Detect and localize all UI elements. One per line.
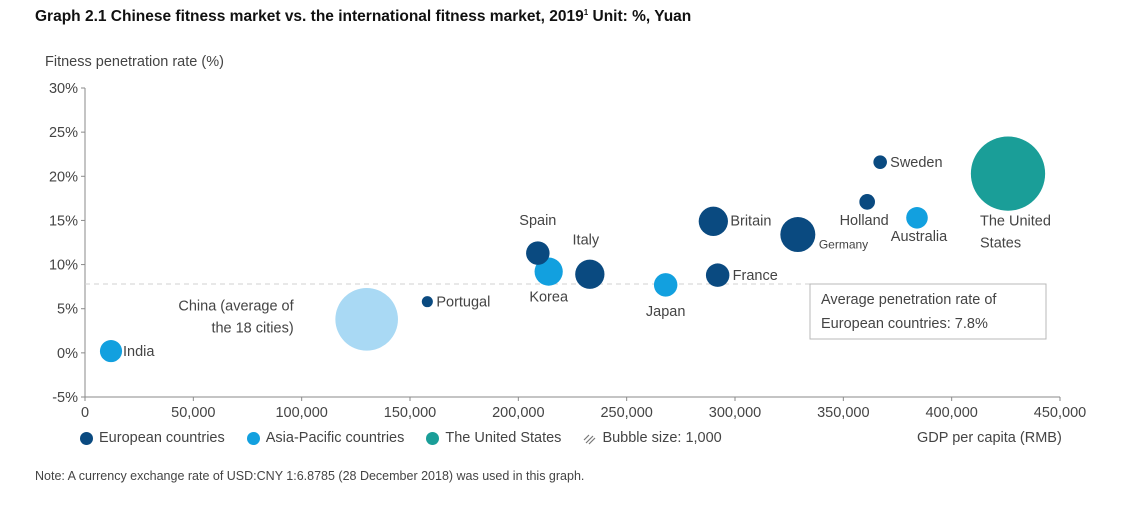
x-tick-label: 50,000 bbox=[171, 405, 215, 421]
bubble-japan bbox=[653, 273, 678, 297]
x-tick-label: 250,000 bbox=[600, 405, 652, 421]
footnote: Note: A currency exchange rate of USD:CN… bbox=[35, 469, 585, 483]
y-axis-label: Fitness penetration rate (%) bbox=[45, 54, 224, 70]
x-tick-label: 0 bbox=[81, 405, 89, 421]
bubble-labels: India China (average of the 18 cities) Port… bbox=[123, 155, 1051, 360]
chart-title: Graph 2.1 Chinese fitness market vs. the… bbox=[35, 8, 691, 26]
bubble-australia bbox=[906, 206, 928, 229]
legend-item-european: European countries bbox=[80, 430, 225, 446]
bubble-label: France bbox=[733, 268, 778, 284]
bubble-label: Japan bbox=[646, 304, 686, 320]
bubble-the-united bbox=[970, 136, 1046, 211]
annotation-line-2: European countries: 7.8% bbox=[821, 316, 988, 332]
legend-swatch-european bbox=[80, 431, 93, 445]
x-tick-label: 200,000 bbox=[492, 405, 544, 421]
bubble-label: Portugal bbox=[436, 295, 490, 311]
bubble-india bbox=[99, 340, 123, 363]
bubble-label: Australia bbox=[891, 229, 948, 245]
x-tick-label: 100,000 bbox=[275, 405, 327, 421]
x-tick-label: 150,000 bbox=[384, 405, 436, 421]
y-tick-label: 20% bbox=[49, 169, 78, 185]
annotation-line-1: Average penetration rate of bbox=[821, 292, 997, 308]
bubble-label: Sweden bbox=[890, 155, 942, 171]
bubble-holland bbox=[859, 194, 875, 210]
legend-label-bubble-size: Bubble size: 1,000 bbox=[602, 430, 722, 446]
bubble-label: Britain bbox=[730, 213, 771, 229]
y-tick-label: 5% bbox=[57, 302, 78, 318]
x-axis-label: GDP per capita (RMB) bbox=[917, 430, 1062, 446]
x-tick-label: 450,000 bbox=[1034, 405, 1086, 421]
legend-label-asia-pacific: Asia-Pacific countries bbox=[265, 430, 405, 446]
y-tick-label: 10% bbox=[49, 258, 78, 274]
legend-swatch-asia-pacific bbox=[246, 431, 260, 445]
bubble-label: The United bbox=[980, 214, 1051, 230]
y-tick-label: 30% bbox=[49, 81, 78, 97]
bubble-label: the 18 cities) bbox=[211, 320, 293, 336]
y-tick-label: 25% bbox=[49, 125, 78, 141]
bubble-sweden bbox=[873, 155, 887, 169]
bubble-label: India bbox=[123, 344, 155, 360]
bubble-label: States bbox=[980, 236, 1021, 252]
bubble-britain bbox=[698, 206, 728, 236]
bubbles bbox=[99, 136, 1046, 363]
bubble-korea bbox=[534, 257, 563, 286]
chart-title-footnote-mark: 1 bbox=[583, 8, 589, 17]
y-tick-label: 0% bbox=[57, 346, 78, 362]
legend-swatch-united-states bbox=[426, 431, 440, 445]
legend-item-united-states: The United States bbox=[426, 430, 561, 446]
x-tick-label: 350,000 bbox=[817, 405, 869, 421]
bubble-label: China (average of bbox=[178, 298, 294, 314]
axes: -5% 0% 5% 10% 15% 20% 25% 30% 0 50,000 100,000 150,… bbox=[49, 81, 1086, 421]
x-tick-label: 300,000 bbox=[709, 405, 761, 421]
bubble-label: Spain bbox=[519, 213, 556, 229]
bubble-germany bbox=[780, 217, 816, 253]
y-tick-label: -5% bbox=[52, 390, 78, 406]
hatch-icon bbox=[584, 434, 596, 444]
bubble-france bbox=[705, 263, 730, 287]
legend-item-bubble-size: Bubble size: 1,000 bbox=[583, 430, 722, 446]
annotation-box: Average penetration rate of European cou… bbox=[809, 283, 1047, 340]
legend-item-asia-pacific: Asia-Pacific countries bbox=[246, 430, 405, 446]
bubble-label: Germany bbox=[819, 238, 868, 252]
legend: European countries Asia-Pacific countrie… bbox=[80, 430, 744, 446]
bubble-spain bbox=[526, 241, 550, 265]
bubble-china-average-of bbox=[335, 288, 398, 351]
chart-title-unit: Unit: %, Yuan bbox=[588, 8, 692, 26]
bubble-label: Holland bbox=[840, 213, 889, 229]
bubble-italy bbox=[575, 259, 605, 289]
bubble-label: Korea bbox=[529, 290, 569, 306]
x-tick-label: 400,000 bbox=[925, 405, 977, 421]
bubble-label: Italy bbox=[573, 232, 600, 248]
legend-label-european: European countries bbox=[99, 430, 225, 446]
chart-title-main: Graph 2.1 Chinese fitness market vs. the… bbox=[35, 8, 584, 26]
bubble-portugal bbox=[421, 296, 433, 308]
y-tick-label: 15% bbox=[49, 213, 78, 229]
legend-label-united-states: The United States bbox=[445, 430, 562, 446]
